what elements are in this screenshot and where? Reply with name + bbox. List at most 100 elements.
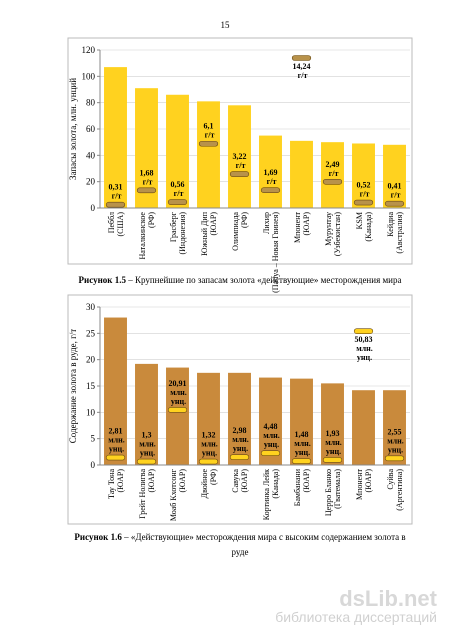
label-line: (Узбекистан) — [333, 212, 342, 258]
label-line: (Гватемала) — [333, 469, 342, 511]
label-line: 4,48 — [264, 422, 278, 431]
value-label: 2,49 г/т — [326, 160, 340, 178]
x-tick-label: Кейдиа (Австралия) — [386, 212, 404, 256]
bar — [352, 390, 375, 465]
label-line: 1,48 — [295, 430, 309, 439]
bar — [352, 143, 375, 208]
label-line: 2,55 — [388, 427, 402, 436]
label-line: Наталкинское — [138, 212, 147, 260]
label-line: Кортинка Лейк — [262, 469, 271, 520]
bar — [290, 378, 313, 465]
y-tick-label: 10 — [86, 407, 96, 417]
marker — [384, 200, 405, 207]
label-line: 2,98 — [233, 426, 247, 435]
marker — [260, 450, 281, 457]
marker — [105, 454, 126, 461]
marker — [384, 455, 405, 462]
label-line: (Австралия) — [395, 212, 404, 256]
marker — [198, 140, 219, 147]
y-tick-label: 5 — [91, 434, 96, 444]
label-line: млн. — [292, 439, 311, 448]
label-line: млн. — [323, 438, 342, 447]
bar — [135, 88, 158, 208]
value-label: 2,98 млн. унц. — [230, 426, 249, 453]
bar — [104, 67, 127, 208]
label-line: 50,83 — [355, 335, 373, 344]
value-label: 1,93 млн. унц. — [323, 429, 342, 456]
label-line: унц. — [231, 444, 248, 453]
y-tick-label: 0 — [91, 460, 96, 470]
label-line: Мурунтау — [324, 212, 333, 246]
bar — [166, 367, 189, 465]
y-tick-label: 80 — [86, 98, 96, 108]
label-line: 2,49 — [326, 160, 340, 169]
label-line: унц. — [293, 448, 310, 457]
x-tick-label: Наталкинское (РФ) — [138, 212, 156, 260]
label-line: унц. — [200, 449, 217, 458]
label-line: Двойное — [200, 469, 209, 499]
x-tick-label: Тау Тона (ЮАР) — [107, 469, 125, 499]
caption-label: Рисунок 1.5 — [79, 275, 127, 285]
label-line: унц. — [138, 449, 155, 458]
label-line: г/т — [234, 161, 246, 170]
label-line: 6,1 — [204, 122, 214, 131]
label-line: 0,52 — [357, 181, 371, 190]
label-line: Моаб Кхотсонг — [169, 468, 178, 521]
x-tick-label: KSM (Канада) — [355, 212, 373, 244]
label-line: млн. — [385, 436, 404, 445]
label-line: г/т — [358, 190, 370, 199]
y-axis-label: Запасы золота, млн. унций — [68, 78, 78, 180]
label-line: (США) — [116, 212, 125, 239]
label-line: 0,31 — [109, 183, 123, 192]
value-label: 20,91 млн. унц. — [168, 379, 187, 406]
label-line: 0,56 — [171, 180, 185, 189]
value-label: 1,3 млн. унц. — [137, 431, 156, 458]
x-tick-label: Пеббл (США) — [107, 212, 125, 239]
bar — [383, 144, 406, 208]
label-line: Бамбанани — [293, 468, 302, 506]
label-line: г/т — [327, 169, 339, 178]
label-line: 1,93 — [326, 429, 340, 438]
label-line: (ЮАР) — [302, 212, 311, 238]
y-tick-label: 120 — [82, 45, 96, 55]
label-line: 1,3 — [142, 431, 152, 440]
bar — [383, 390, 406, 465]
label-line: Мпонент — [293, 212, 302, 244]
bar — [135, 363, 158, 465]
marker — [167, 407, 188, 413]
label-line: г/т — [265, 177, 277, 186]
marker — [322, 178, 343, 185]
caption-label: Рисунок 1.6 — [74, 532, 122, 542]
marker — [198, 458, 219, 465]
watermark: dsLib.net — [339, 586, 437, 611]
label-line: Кейдиа — [386, 212, 395, 237]
x-tick-label: Суйва (Аргентина) — [386, 469, 404, 513]
label-line: 2,81 — [109, 427, 123, 436]
marker — [229, 454, 250, 460]
bar — [321, 142, 344, 208]
value-label: 0,31 г/т — [109, 183, 123, 201]
label-line: г/т — [172, 189, 184, 198]
bar — [228, 105, 251, 208]
watermark: библиотека диссертаций — [275, 609, 437, 625]
label-line: Олимпиада — [231, 212, 240, 251]
label-line: 0,41 — [388, 182, 402, 191]
bar — [321, 383, 344, 465]
label-line: Тау Тона — [107, 469, 116, 499]
label-line: (ЮАР) — [178, 469, 187, 495]
value-label: 1,69 г/т — [264, 168, 278, 186]
y-tick-label: 25 — [86, 328, 96, 338]
label-line: унц. — [324, 447, 341, 456]
label-line: 3,22 — [233, 152, 247, 161]
label-line: 20,91 — [169, 379, 187, 388]
marker — [322, 457, 343, 463]
label-line: (ЮАР) — [116, 469, 125, 495]
label-line: млн. — [106, 436, 125, 445]
label-line: (РФ) — [209, 469, 218, 487]
label-line: Южный Дип — [200, 211, 209, 256]
label-line: (Канада) — [271, 469, 280, 501]
label-line: KSM — [355, 212, 364, 229]
x-tick-label: Грасберг (Индонезия) — [169, 211, 187, 256]
